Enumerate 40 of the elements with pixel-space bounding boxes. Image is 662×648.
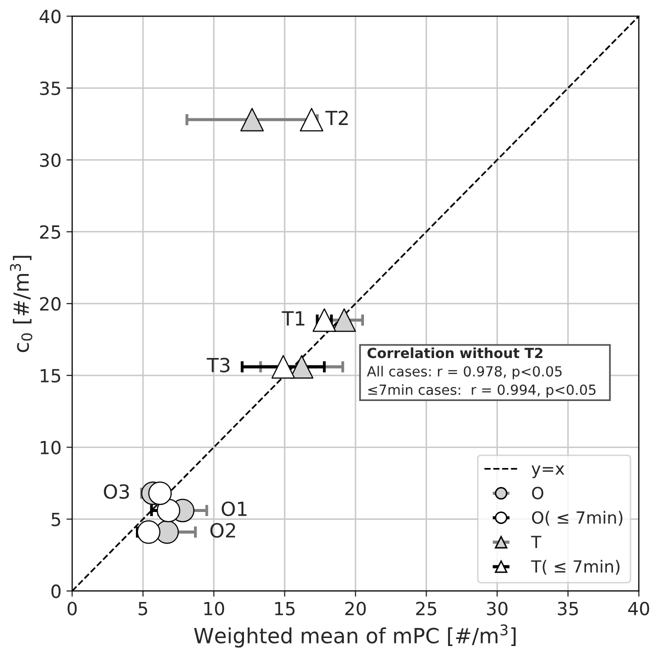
y-tick-label: 30 (40, 153, 61, 168)
annotation: All cases: r = 0.978, p<0.05 (366, 366, 562, 380)
annotation: ≤7min cases: r = 0.994, p<0.05 (368, 384, 596, 398)
y-tick-label: 15 (40, 369, 60, 383)
x-tick-label: 25 (416, 602, 436, 616)
annotation: T1 (282, 311, 304, 326)
annotation: O1 (222, 501, 247, 516)
y-axis-title: c$_{0}$ [#/m$^{3}$] (10, 256, 32, 352)
x-tick-label: 40 (628, 602, 650, 616)
point (156, 498, 180, 522)
annotation: Correlation without T2 (368, 347, 542, 358)
legend-label: T( ≤ 7min) (531, 560, 620, 575)
y-tick-label: 25 (40, 225, 60, 239)
y-tick-label: 40 (40, 10, 61, 24)
point (290, 355, 314, 379)
x-tick-label: 35 (558, 602, 578, 616)
y-tick-label: 20 (40, 297, 61, 311)
x-tick-label: 30 (487, 602, 508, 616)
point (136, 520, 160, 544)
x-axis-title: Weighted mean of mPC [#/m$^{3}$] (194, 624, 516, 648)
y-tick-label: 10 (40, 440, 61, 454)
x-tick-label: 15 (275, 602, 295, 616)
legend-label: O (532, 486, 544, 500)
legend-label: O( ≤ 7min) (532, 510, 622, 526)
point (240, 108, 264, 132)
y-tick-label: 35 (40, 82, 60, 96)
legend-label: y=x (532, 466, 564, 478)
x-tick-label: 10 (204, 602, 224, 616)
y-tick-label: 0 (51, 584, 61, 598)
annotation: O2 (210, 522, 236, 538)
x-tick-label: 20 (345, 602, 366, 616)
point (148, 482, 172, 506)
annotation: T3 (206, 358, 230, 372)
legend-label: T (531, 536, 542, 548)
annotation: T2 (325, 110, 348, 126)
point (332, 308, 356, 332)
y-tick-label: 5 (52, 512, 60, 526)
x-tick-label: 0 (68, 602, 77, 616)
x-tick-label: 5 (138, 602, 148, 616)
annotation: O3 (104, 484, 129, 499)
